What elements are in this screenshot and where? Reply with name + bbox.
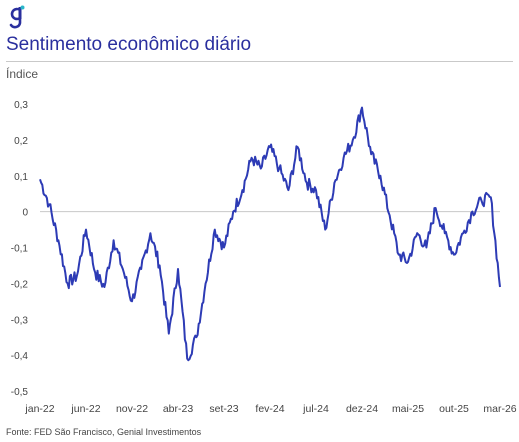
title-divider — [6, 61, 513, 62]
y-tick-label: -0,5 — [11, 387, 29, 398]
x-tick-label: mar-26 — [483, 403, 516, 415]
x-tick-label: jan-22 — [24, 403, 54, 415]
logo-icon — [9, 5, 25, 29]
y-tick-label: -0,4 — [11, 351, 29, 362]
chart-title: Sentimento econômico diário — [6, 34, 252, 55]
x-tick-label: jul-24 — [302, 403, 329, 415]
y-tick-label: 0,3 — [14, 100, 28, 111]
x-tick-label: out-25 — [439, 403, 469, 415]
x-tick-label: set-23 — [209, 403, 238, 415]
y-axis-unit-label: Índice — [6, 67, 39, 81]
y-tick-label: -0,1 — [11, 244, 29, 255]
x-tick-label: jun-22 — [70, 403, 100, 415]
y-tick-label: 0,2 — [14, 136, 28, 147]
brand-logo — [6, 4, 28, 35]
source-note: Fonte: FED São Francisco, Genial Investi… — [6, 427, 202, 437]
y-tick-label: -0,3 — [11, 315, 29, 326]
x-tick-label: fev-24 — [255, 403, 284, 415]
x-tick-label: dez-24 — [346, 403, 378, 415]
y-tick-label: -0,2 — [11, 279, 29, 290]
series-line — [39, 106, 501, 362]
x-tick-label: mai-25 — [392, 403, 424, 415]
y-tick-label: 0,1 — [14, 172, 28, 183]
x-tick-label: abr-23 — [163, 403, 194, 415]
y-tick-label: 0 — [22, 208, 28, 219]
x-tick-label: nov-22 — [116, 403, 148, 415]
